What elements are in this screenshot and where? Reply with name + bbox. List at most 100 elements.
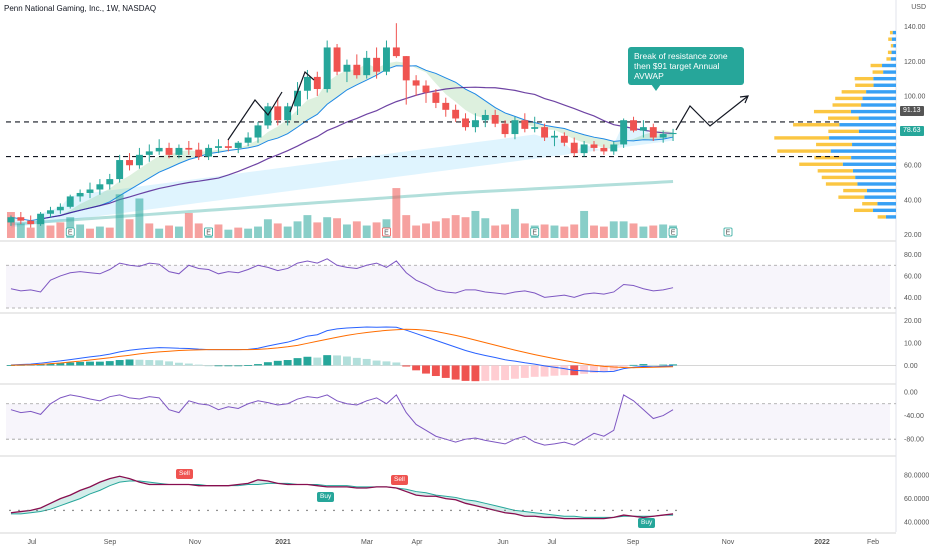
volume-profile-sell bbox=[838, 195, 865, 199]
macd-histogram-bar bbox=[303, 356, 312, 366]
stoch-midline-dot bbox=[594, 509, 596, 512]
volume-bar bbox=[16, 223, 25, 238]
candle-body bbox=[590, 144, 598, 148]
earnings-marker-label: E bbox=[532, 230, 537, 237]
volume-bar bbox=[254, 226, 262, 238]
price-tick-label: 100.00 bbox=[904, 93, 926, 100]
macd-histogram-bar bbox=[293, 358, 302, 366]
volume-profile-buy bbox=[864, 195, 896, 199]
candle-body bbox=[620, 120, 628, 145]
stoch-midline-dot bbox=[486, 509, 488, 512]
trend-arrow-2 bbox=[289, 70, 315, 113]
candle-body bbox=[452, 109, 460, 119]
stoch-midline-dot bbox=[675, 509, 677, 512]
volume-profile-sell bbox=[855, 83, 874, 87]
macd-histogram-bar bbox=[145, 360, 154, 366]
macd-histogram-bar bbox=[56, 363, 65, 366]
volume-bar bbox=[599, 226, 608, 238]
volume-bar bbox=[174, 226, 183, 238]
macd-histogram-bar bbox=[165, 361, 174, 366]
volume-bar bbox=[313, 222, 322, 238]
stoch-midline-dot bbox=[603, 509, 605, 512]
volume-profile-sell bbox=[825, 182, 858, 186]
volume-profile-sell bbox=[821, 175, 856, 180]
stoch-midline-dot bbox=[270, 509, 272, 512]
volume-bar bbox=[570, 224, 579, 238]
volume-profile-sell bbox=[854, 208, 873, 213]
candle-body bbox=[17, 217, 25, 221]
candle-body bbox=[195, 149, 203, 157]
macd-histogram-bar bbox=[491, 365, 500, 381]
candle-body bbox=[511, 120, 519, 135]
candle-body bbox=[639, 127, 647, 131]
macd-histogram-bar bbox=[135, 359, 144, 366]
volume-bar bbox=[560, 226, 569, 238]
stoch-midline-dot bbox=[45, 509, 47, 512]
macd-histogram-bar bbox=[214, 365, 223, 367]
stoch-midline-dot bbox=[27, 509, 29, 512]
pane-tick-label: 60.0000 bbox=[904, 496, 929, 503]
candle-body bbox=[135, 154, 143, 166]
stoch-midline-dot bbox=[504, 509, 506, 512]
volume-bar bbox=[491, 225, 500, 238]
macd-histogram-bar bbox=[382, 361, 391, 366]
candle-body bbox=[412, 80, 420, 86]
candle-body bbox=[215, 146, 222, 148]
macd-histogram-bar bbox=[422, 365, 430, 374]
volume-profile-buy bbox=[892, 30, 896, 35]
annotation-callout[interactable]: Break of resistance zone then $91 target… bbox=[628, 47, 744, 85]
stoch-midline-dot bbox=[108, 509, 110, 512]
macd-histogram-bar bbox=[184, 363, 193, 366]
macd-histogram-bar bbox=[461, 365, 470, 381]
volume-bar bbox=[659, 224, 668, 238]
candle-body bbox=[66, 196, 74, 207]
candle-body bbox=[126, 160, 133, 166]
candle-body bbox=[570, 142, 578, 154]
macd-histogram-bar bbox=[66, 362, 75, 366]
earnings-marker bbox=[530, 227, 540, 237]
volume-bar bbox=[422, 223, 430, 238]
volume-bar bbox=[115, 194, 124, 238]
macd-histogram-bar bbox=[263, 362, 272, 366]
volume-profile-sell bbox=[816, 142, 853, 147]
stoch-midline-dot bbox=[144, 509, 146, 512]
volume-bar bbox=[303, 215, 312, 238]
stoch-midline-dot bbox=[9, 509, 11, 512]
volume-profile-sell bbox=[888, 37, 892, 41]
volume-bar bbox=[125, 219, 134, 238]
stoch-midline-dot bbox=[207, 509, 209, 512]
volume-bar bbox=[639, 226, 648, 238]
macd-histogram-bar bbox=[352, 357, 361, 366]
volume-profile-buy bbox=[852, 142, 896, 147]
macd-histogram-bar bbox=[471, 365, 480, 382]
stoch-midline-dot bbox=[531, 509, 533, 512]
pane-tick-label: 40.0000 bbox=[904, 520, 929, 527]
earnings-marker-label: E bbox=[671, 230, 676, 237]
candle-body bbox=[630, 120, 637, 131]
time-axis-label: 2021 bbox=[275, 539, 291, 546]
volume-profile-buy bbox=[855, 175, 896, 180]
volume-profile-sell bbox=[862, 202, 878, 206]
candle-body bbox=[343, 64, 351, 72]
volume-profile-buy bbox=[851, 155, 896, 160]
stoch-midline-dot bbox=[81, 509, 83, 512]
stoch-midline-dot bbox=[513, 509, 515, 512]
volume-profile-sell bbox=[777, 149, 831, 153]
volume-profile-buy bbox=[852, 169, 896, 173]
volume-profile-buy bbox=[877, 202, 896, 206]
candle-body bbox=[185, 147, 193, 150]
stoch-midline-dot bbox=[342, 509, 344, 512]
avwap-line bbox=[40, 86, 674, 220]
volume-bar bbox=[629, 223, 638, 238]
symbol-title[interactable]: Penn National Gaming, Inc., 1W, NASDAQ bbox=[4, 4, 157, 13]
candle-body bbox=[274, 106, 282, 121]
candle-body bbox=[155, 147, 163, 152]
stoch-midline-dot bbox=[639, 509, 641, 512]
stoch-midline-dot bbox=[162, 509, 164, 512]
volume-bar bbox=[244, 228, 253, 238]
stoch-midline-dot bbox=[585, 509, 587, 512]
stoch-midline-dot bbox=[261, 509, 263, 512]
callout-tail bbox=[651, 84, 661, 91]
candle-body bbox=[432, 92, 440, 103]
